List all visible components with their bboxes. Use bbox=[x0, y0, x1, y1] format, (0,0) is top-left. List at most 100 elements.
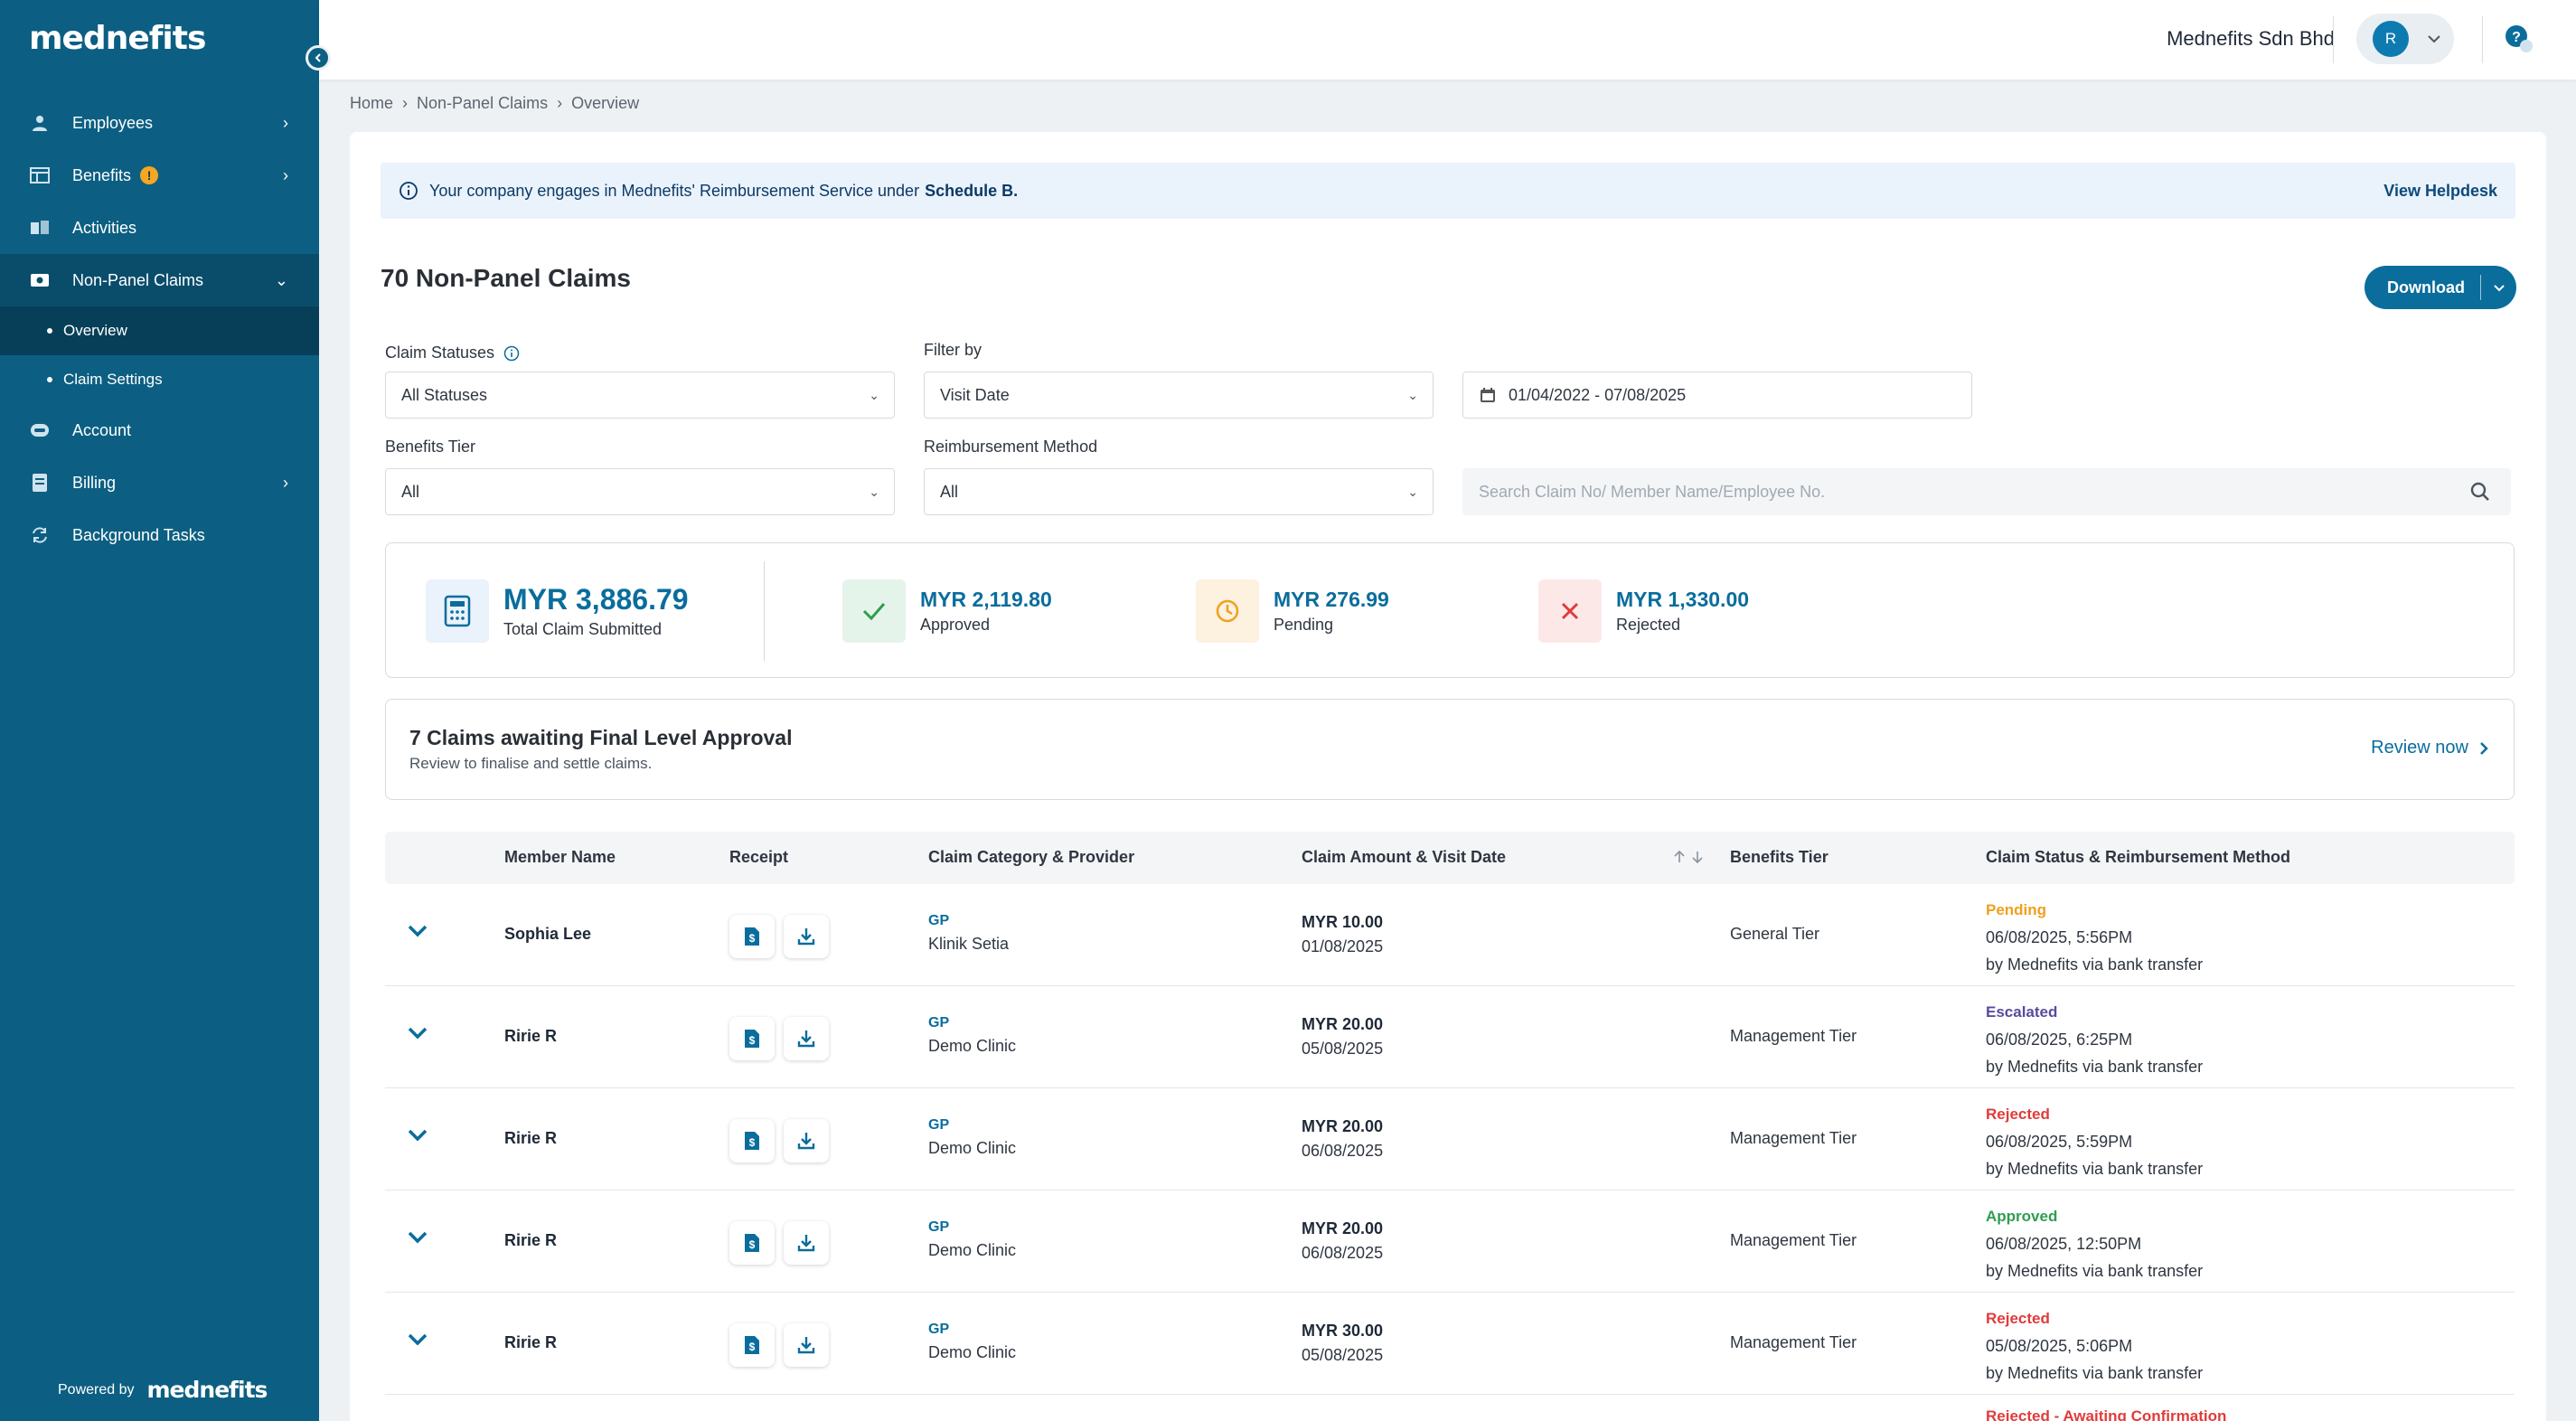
benefits-tier: General Tier bbox=[1730, 925, 1820, 943]
search-placeholder: Search Claim No/ Member Name/Employee No… bbox=[1479, 482, 1826, 501]
reimbursement-method: by Mednefits via bank transfer bbox=[1986, 1364, 2204, 1382]
table-row[interactable]: Ririe R $ GP Demo Clinic MYR 20.00 06/08… bbox=[385, 1088, 2515, 1190]
awaiting-subtitle: Review to finalise and settle claims. bbox=[409, 755, 653, 772]
table-row[interactable]: Ririe R $ GP Demo Clinic MYR 20.00 05/08… bbox=[385, 986, 2515, 1088]
chevron-down-icon[interactable] bbox=[407, 924, 428, 938]
claim-status: Pending 06/08/2025, 5:56PM by Mednefits … bbox=[1986, 897, 2203, 978]
view-receipt-button[interactable]: $ bbox=[729, 1017, 775, 1060]
claim-amount: MYR 20.00 06/08/2025 bbox=[1302, 1219, 1383, 1263]
sidebar-item-activities[interactable]: Activities bbox=[0, 202, 319, 254]
rejected-value: MYR 1,330.00 bbox=[1616, 588, 1750, 611]
member-name: Ririe R bbox=[504, 1027, 558, 1045]
pending-summary: MYR 276.99 Pending bbox=[1196, 579, 1389, 643]
member-name: Sophia Lee bbox=[504, 925, 592, 943]
info-banner: Your company engages in Mednefits' Reimb… bbox=[381, 163, 2515, 219]
avatar: R bbox=[2373, 21, 2409, 57]
filter-by-select[interactable]: Visit Date ⌄ bbox=[924, 372, 1434, 419]
claim-status: Escalated 06/08/2025, 6:25PM by Mednefit… bbox=[1986, 999, 2203, 1080]
pending-label: Pending bbox=[1274, 616, 1334, 634]
claim-statuses-label-text: Claim Statuses bbox=[385, 343, 495, 362]
sort-icon[interactable] bbox=[1672, 850, 1706, 869]
sidebar-item-billing[interactable]: Billing › bbox=[0, 456, 319, 509]
banner-schedule: Schedule B. bbox=[925, 181, 1019, 200]
table-row[interactable]: Ririe R $ GP Demo Clinic MYR 20.00 06/08… bbox=[385, 1190, 2515, 1293]
visit-date: 01/08/2025 bbox=[1302, 937, 1384, 955]
sidebar-item-account[interactable]: Account bbox=[0, 404, 319, 456]
rejected-label: Rejected bbox=[1616, 616, 1681, 634]
download-receipt-button[interactable] bbox=[784, 1119, 829, 1162]
chevron-down-icon[interactable] bbox=[407, 1230, 428, 1245]
search-icon[interactable] bbox=[2469, 481, 2491, 503]
visit-date: 05/08/2025 bbox=[1302, 1346, 1384, 1364]
reimbursement-method-select[interactable]: All ⌄ bbox=[924, 468, 1434, 515]
status-badge: Approved bbox=[1986, 1208, 2058, 1225]
download-receipt-button[interactable] bbox=[784, 1017, 829, 1060]
table-row[interactable]: Rejected - Awaiting Confirmation bbox=[385, 1395, 2515, 1421]
date-range-picker[interactable]: 01/04/2022 - 07/08/2025 bbox=[1462, 372, 1972, 419]
view-receipt-button[interactable]: $ bbox=[729, 1221, 775, 1265]
user-menu[interactable]: R bbox=[2356, 14, 2454, 64]
sidebar-item-benefits[interactable]: Benefits ! › bbox=[0, 149, 319, 202]
mednefits-logo[interactable]: mednefits bbox=[29, 20, 206, 57]
sidebar-subitem-claim-settings[interactable]: Claim Settings bbox=[0, 355, 319, 404]
download-button[interactable]: Download bbox=[2364, 266, 2516, 309]
divider bbox=[2480, 275, 2481, 300]
search-input[interactable]: Search Claim No/ Member Name/Employee No… bbox=[1462, 468, 2511, 515]
claim-statuses-value: All Statuses bbox=[401, 385, 488, 404]
claim-statuses-select[interactable]: All Statuses ⌄ bbox=[385, 372, 895, 419]
view-receipt-button[interactable]: $ bbox=[729, 1119, 775, 1162]
sidebar-subitem-overview[interactable]: Overview bbox=[0, 306, 319, 355]
sidebar-item-label: Activities bbox=[72, 218, 137, 237]
breadcrumb-separator: › bbox=[557, 94, 563, 112]
sidebar-item-background-tasks[interactable]: Background Tasks bbox=[0, 509, 319, 561]
table-row[interactable]: Ririe R $ GP Demo Clinic MYR 30.00 05/08… bbox=[385, 1293, 2515, 1395]
chevron-right-icon bbox=[2480, 741, 2488, 755]
chevron-right-icon: › bbox=[283, 165, 288, 184]
sidebar-item-non-panel-claims[interactable]: Non-Panel Claims ⌄ bbox=[0, 254, 319, 306]
sidebar-item-label: Benefits bbox=[72, 165, 132, 184]
download-receipt-button[interactable] bbox=[784, 1323, 829, 1367]
provider-name: Demo Clinic bbox=[928, 1343, 1017, 1361]
chevron-down-icon: ⌄ bbox=[274, 270, 288, 289]
download-icon bbox=[797, 1337, 815, 1354]
filter-by-label: Filter by bbox=[924, 341, 982, 359]
view-receipt-button[interactable]: $ bbox=[729, 915, 775, 958]
member-name: Ririe R bbox=[504, 1129, 558, 1147]
awaiting-title: 7 Claims awaiting Final Level Approval bbox=[409, 726, 793, 749]
claim-amount: MYR 20.00 05/08/2025 bbox=[1302, 1015, 1383, 1059]
table-row[interactable]: Sophia Lee $ GP Klinik Setia MYR 10.00 0… bbox=[385, 884, 2515, 986]
svg-text:$: $ bbox=[749, 932, 756, 945]
download-receipt-button[interactable] bbox=[784, 1221, 829, 1265]
chevron-right-icon: › bbox=[283, 473, 288, 492]
claim-amount: MYR 10.00 01/08/2025 bbox=[1302, 913, 1383, 956]
warning-badge: ! bbox=[140, 166, 159, 184]
claim-category: GP Demo Clinic bbox=[928, 1015, 1016, 1056]
reimbursement-method: by Mednefits via bank transfer bbox=[1986, 1058, 2204, 1076]
collapse-sidebar-button[interactable] bbox=[306, 45, 331, 71]
help-icon[interactable]: ? bbox=[2504, 24, 2533, 52]
money-icon bbox=[29, 271, 51, 289]
sidebar-item-employees[interactable]: Employees › bbox=[0, 97, 319, 149]
view-helpdesk-link[interactable]: View Helpdesk bbox=[2383, 181, 2497, 200]
chevron-down-icon[interactable] bbox=[407, 1026, 428, 1040]
breadcrumb-non-panel-claims[interactable]: Non-Panel Claims bbox=[417, 94, 549, 112]
download-receipt-button[interactable] bbox=[784, 915, 829, 958]
claim-category: GP Demo Clinic bbox=[928, 1322, 1016, 1362]
chevron-down-icon[interactable] bbox=[407, 1128, 428, 1143]
billing-icon bbox=[29, 474, 51, 492]
provider-name: Demo Clinic bbox=[928, 1037, 1017, 1055]
review-now-link[interactable]: Review now bbox=[2371, 738, 2488, 758]
benefits-tier-label: Benefits Tier bbox=[385, 438, 476, 456]
status-badge: Escalated bbox=[1986, 1003, 2058, 1021]
breadcrumb-home[interactable]: Home bbox=[350, 94, 394, 112]
benefits-tier-select[interactable]: All ⌄ bbox=[385, 468, 895, 515]
powered-by: Powered by mednefits bbox=[58, 1377, 268, 1403]
total-claim-value: MYR 3,886.79 bbox=[503, 583, 689, 616]
header-receipt: Receipt bbox=[729, 848, 789, 866]
info-icon[interactable] bbox=[503, 345, 520, 362]
view-receipt-button[interactable]: $ bbox=[729, 1323, 775, 1367]
chevron-down-icon[interactable] bbox=[407, 1332, 428, 1347]
account-icon bbox=[29, 421, 51, 439]
chevron-down-icon[interactable] bbox=[2481, 280, 2516, 295]
total-claim-label: Total Claim Submitted bbox=[503, 620, 663, 638]
